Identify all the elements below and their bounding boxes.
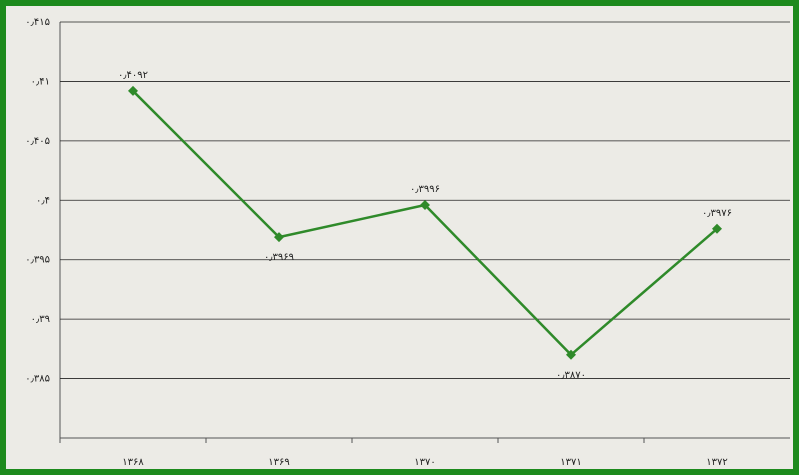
x-tick-label: ۱۳۷۰ <box>414 457 435 468</box>
x-tick-label: ۱۳۶۹ <box>268 457 289 468</box>
value-label: ۰٫۴۰۹۲ <box>118 70 148 81</box>
y-tick-label: ۰٫۳۹ <box>31 314 50 325</box>
value-label: ۰٫۳۹۷۶ <box>702 208 732 219</box>
x-tick-label: ۱۳۷۱ <box>560 457 581 468</box>
value-label: ۰٫۳۹۶۹ <box>264 252 294 263</box>
y-tick-label: ۰٫۳۹۵ <box>25 255 50 266</box>
value-label: ۰٫۳۹۹۶ <box>410 184 440 195</box>
y-tick-label: ۰٫۳۸۵ <box>25 374 50 385</box>
x-tick-label: ۱۳۷۲ <box>706 457 727 468</box>
x-tick-label: ۱۳۶۸ <box>122 457 144 468</box>
value-label: ۰٫۳۸۷۰ <box>556 370 586 381</box>
y-tick-label: ۰٫۴۱ <box>31 76 50 87</box>
y-tick-label: ۰٫۴۰۵ <box>25 136 50 147</box>
chart: ۰٫۳۸۵ ۰٫۳۹ ۰٫۳۹۵ ۰٫۴ ۰٫۴۰۵ ۰٫۴۱ ۰٫۴۱۵ ۱۳۶۸ ۱۳۶۹ ۱… <box>0 0 799 475</box>
y-tick-label: ۰٫۴ <box>36 195 50 206</box>
y-tick-label: ۰٫۴۱۵ <box>25 17 50 28</box>
